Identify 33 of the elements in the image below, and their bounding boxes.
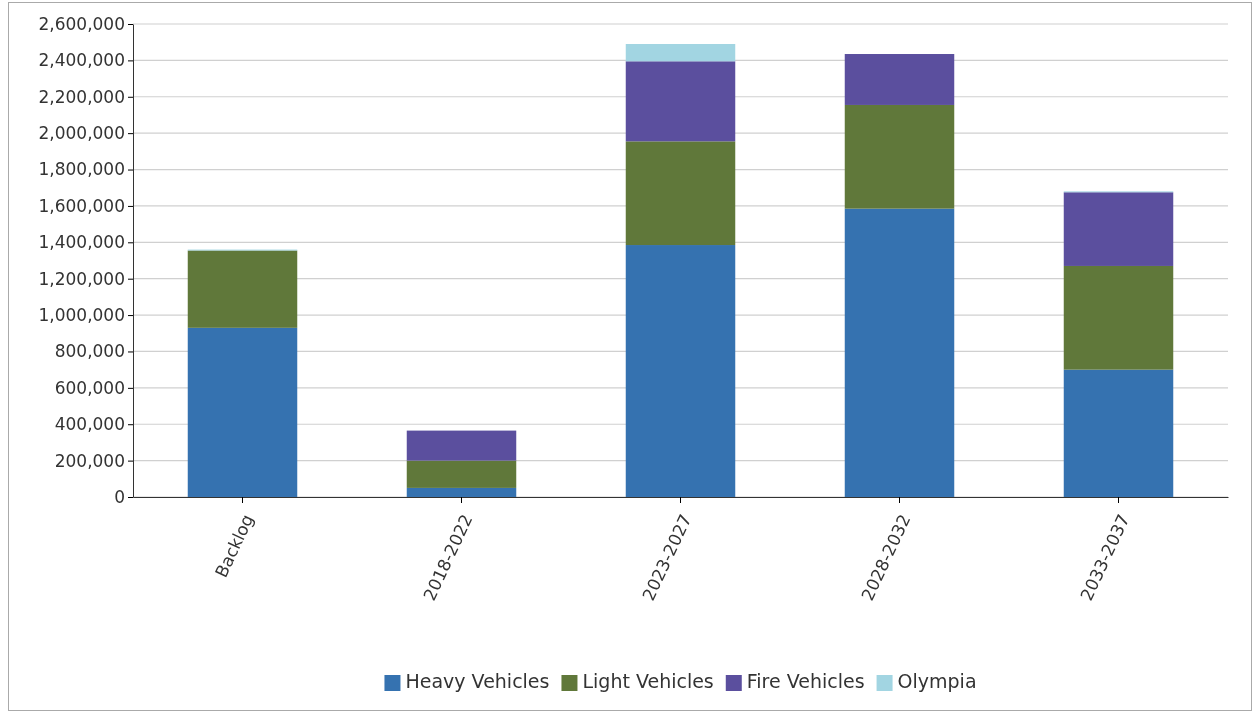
- y-tick-label: 2,000,000: [38, 123, 125, 144]
- bar: [625, 44, 736, 62]
- y-tick-label: 2,600,000: [38, 13, 125, 34]
- bar: [844, 208, 955, 497]
- y-tick-label: 2,400,000: [38, 50, 125, 71]
- bar: [844, 54, 955, 105]
- bar: [625, 61, 736, 142]
- bar: [1063, 192, 1174, 266]
- bar: [187, 327, 298, 497]
- bar: [625, 245, 736, 497]
- bar: [844, 104, 955, 209]
- y-tick-label: 1,600,000: [38, 195, 125, 216]
- legend-label: Heavy Vehicles: [405, 670, 550, 692]
- y-tick-label: 0: [114, 486, 125, 507]
- y-tick-label: 800,000: [54, 341, 125, 362]
- legend-label: Fire Vehicles: [746, 670, 865, 692]
- y-tick-label: 200,000: [54, 450, 125, 471]
- bar: [406, 430, 517, 461]
- bar: [1063, 369, 1174, 497]
- bar: [406, 487, 517, 497]
- bar: [625, 141, 736, 246]
- y-tick-label: 1,800,000: [38, 159, 125, 180]
- legend-label: Light Vehicles: [582, 670, 714, 692]
- bar: [1063, 265, 1174, 370]
- y-tick-label: 1,400,000: [38, 232, 125, 253]
- bar: [187, 250, 298, 328]
- y-tick-label: 1,000,000: [38, 305, 125, 326]
- y-tick-label: 1,200,000: [38, 268, 125, 289]
- y-tick-label: 2,200,000: [38, 86, 125, 107]
- bar: [406, 460, 517, 488]
- legend-label: Olympia: [897, 670, 977, 692]
- y-tick-label: 600,000: [54, 377, 125, 398]
- y-tick-label: 400,000: [54, 414, 125, 435]
